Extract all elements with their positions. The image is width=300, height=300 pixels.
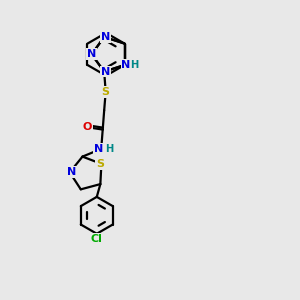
Text: S: S xyxy=(102,87,110,97)
Text: N: N xyxy=(101,67,110,76)
Text: N: N xyxy=(67,167,76,177)
Text: N: N xyxy=(122,60,131,70)
Text: O: O xyxy=(82,122,92,132)
Text: H: H xyxy=(130,60,138,70)
Text: S: S xyxy=(96,159,104,169)
Text: N: N xyxy=(87,49,96,59)
Text: N: N xyxy=(94,144,104,154)
Text: Cl: Cl xyxy=(91,234,103,244)
Text: H: H xyxy=(105,144,114,154)
Text: N: N xyxy=(101,32,110,42)
